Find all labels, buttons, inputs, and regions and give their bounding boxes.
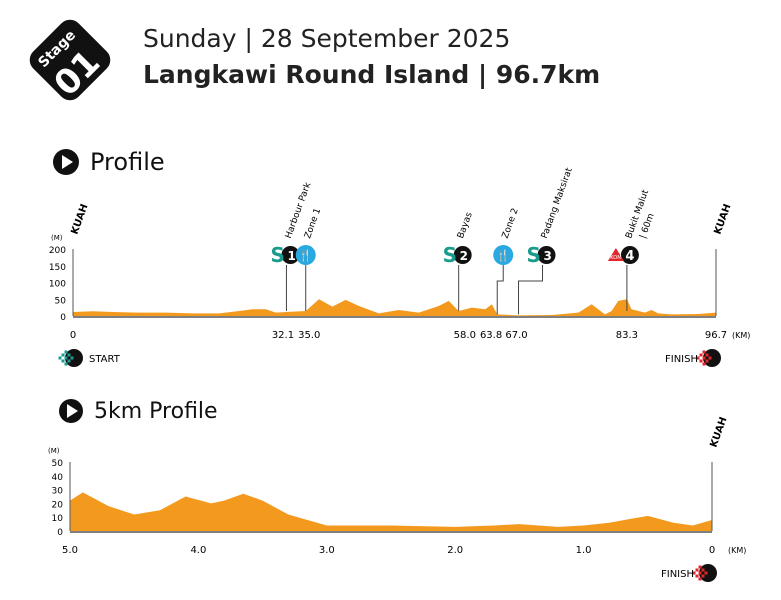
y-tick-label: 100 <box>49 280 66 290</box>
x-tick-label: 3.0 <box>319 545 335 556</box>
finish-label: FINISH <box>665 354 698 365</box>
profile-title: Profile <box>90 148 165 176</box>
sprint-number: 2 <box>460 249 468 263</box>
y-tick-label: 50 <box>52 459 64 469</box>
y-tick-label: 10 <box>52 514 64 524</box>
marker-location-label: Bayas <box>456 211 475 240</box>
elevation-area <box>73 299 716 316</box>
y-tick-label: 150 <box>49 263 66 273</box>
finish-flag-icon <box>692 564 717 582</box>
y-tick-label: 50 <box>55 296 67 306</box>
play-icon <box>53 149 79 175</box>
kom-number: 4 <box>625 249 634 264</box>
marker-location-label: Zone 2 <box>501 207 521 240</box>
y-tick-label: 20 <box>52 500 64 510</box>
x-tick-label: 32.1 <box>272 330 294 341</box>
x-tick-label: 2.0 <box>447 545 463 556</box>
marker-sprint: S 2 Bayas <box>443 211 475 311</box>
x-axis-label: (KM) <box>732 331 750 340</box>
5km-profile-heading: 5km Profile <box>58 398 218 424</box>
stage-route: Langkawi Round Island | 96.7km <box>143 60 601 89</box>
fork-knife-icon: 🍴 <box>496 249 510 262</box>
finish-flag-icon <box>696 349 721 367</box>
x-tick-label: 0 <box>70 330 76 341</box>
y-tick-label: 0 <box>57 528 63 538</box>
x-tick-label: 5.0 <box>62 545 78 556</box>
kom-label: KOM <box>610 255 621 261</box>
x-tick-label: 0 <box>709 545 715 556</box>
sprint-number: 1 <box>287 249 295 263</box>
profile-heading: Profile <box>52 148 165 176</box>
sprint-number: 3 <box>544 249 552 263</box>
x-axis-label: (KM) <box>728 546 746 555</box>
marker-location-label: Zone 1 <box>303 207 323 240</box>
stage-date: Sunday | 28 September 2025 <box>143 24 511 53</box>
x-tick-label: 58.0 <box>454 330 476 341</box>
x-tick-label: 1.0 <box>576 545 592 556</box>
start-flag-icon <box>58 349 83 367</box>
x-tick-label: 4.0 <box>190 545 206 556</box>
y-tick-label: 30 <box>52 487 64 497</box>
y-axis-label: (M) <box>51 234 63 242</box>
stage-badge: Stage 01 <box>29 19 111 104</box>
fork-knife-icon: 🍴 <box>299 249 313 262</box>
sprint-icon: S <box>527 243 541 267</box>
start-label: START <box>89 354 121 365</box>
x-tick-label: 35.0 <box>298 330 320 341</box>
elevation-area <box>70 492 712 531</box>
y-tick-label: 0 <box>60 313 66 323</box>
y-tick-label: 200 <box>49 246 66 256</box>
marker-sprint: S 3 Padang Maksirat <box>518 166 575 315</box>
5km-profile-title: 5km Profile <box>94 398 218 424</box>
y-axis-label: (M) <box>48 447 60 455</box>
marker-location-label: Padang Maksirat <box>540 166 575 240</box>
x-tick-label: 83.3 <box>616 330 638 341</box>
marker-feed: 🍴 Zone 1 <box>295 207 323 311</box>
y-tick-label: 40 <box>52 473 64 483</box>
marker-feed: 🍴 Zone 2 <box>493 207 521 315</box>
start-town-label: KUAH <box>69 203 90 236</box>
finish-town-label: KUAH <box>708 416 729 449</box>
finish-town-label: KUAH <box>712 203 733 236</box>
sprint-icon: S <box>270 243 284 267</box>
x-tick-label: 63.8 67.0 <box>480 330 528 341</box>
finish-label: FINISH <box>661 569 694 580</box>
x-tick-label: 96.7 <box>705 330 727 341</box>
play-icon <box>59 399 83 423</box>
sprint-icon: S <box>443 243 457 267</box>
